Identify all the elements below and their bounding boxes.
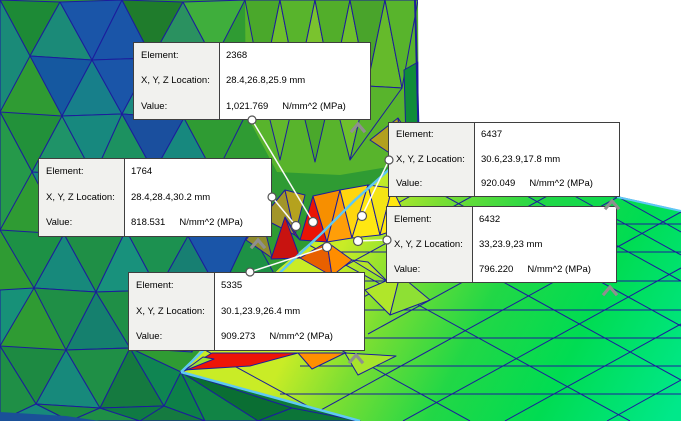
probe-annotation-6437[interactable]: Element: 6437 X, Y, Z Location: 30.6,23.… (388, 122, 620, 197)
stress-value: 920.049 N/mm^2 (MPa) (475, 172, 619, 196)
probe-annotation-6432[interactable]: Element: 6432 X, Y, Z Location: 33,23.9,… (386, 206, 617, 283)
location-value: 28.4,26.8,25.9 mm (226, 75, 306, 87)
element-label: Element: (129, 273, 215, 299)
stress-number: 796.220 (479, 263, 514, 275)
stress-number: 818.531 (131, 217, 166, 229)
location-value: 28.4,28.4,30.2 mm (131, 191, 211, 203)
stress-unit: N/mm^2 (MPa) (529, 178, 593, 190)
stress-unit: N/mm^2 (MPa) (282, 100, 346, 112)
element-value: 5335 (221, 280, 243, 292)
element-value: 6432 (479, 213, 501, 225)
element-label: Element: (134, 43, 220, 69)
location-label: X, Y, Z Location: (134, 68, 220, 94)
location-value: 30.1,23.9,26.4 mm (221, 305, 301, 317)
stress-unit: N/mm^2 (MPa) (269, 331, 333, 343)
stress-number: 909.273 (221, 331, 256, 343)
value-label: Value: (129, 324, 215, 350)
stress-value: 909.273 N/mm^2 (MPa) (215, 324, 364, 350)
element-value: 6437 (481, 129, 503, 141)
location-label: X, Y, Z Location: (39, 184, 125, 211)
location-label: X, Y, Z Location: (129, 298, 215, 325)
element-value: 2368 (226, 49, 248, 61)
element-value: 1764 (131, 166, 153, 178)
element-label: Element: (389, 123, 475, 148)
stress-value: 818.531 N/mm^2 (MPa) (125, 210, 271, 236)
stress-value: 796.220 N/mm^2 (MPa) (473, 257, 616, 282)
location-value: 30.6,23.9,17.8 mm (481, 153, 561, 165)
value-label: Value: (134, 93, 220, 119)
location-label: X, Y, Z Location: (389, 147, 475, 172)
probe-annotation-5335[interactable]: Element: 5335 X, Y, Z Location: 30.1,23.… (128, 272, 365, 351)
stress-number: 1,021.769 (226, 100, 269, 112)
element-label: Element: (387, 207, 473, 232)
stress-number: 920.049 (481, 178, 516, 190)
location-label: X, Y, Z Location: (387, 232, 473, 257)
probe-annotation-1764[interactable]: Element: 1764 X, Y, Z Location: 28.4,28.… (38, 158, 272, 237)
value-label: Value: (387, 257, 473, 282)
stress-value: 1,021.769 N/mm^2 (MPa) (220, 94, 370, 119)
location-value: 33,23.9,23 mm (479, 238, 543, 250)
stress-hotspot-lower (183, 352, 397, 376)
value-label: Value: (39, 210, 125, 236)
stress-unit: N/mm^2 (MPa) (527, 263, 591, 275)
value-label: Value: (389, 171, 475, 196)
stress-unit: N/mm^2 (MPa) (179, 217, 243, 229)
element-label: Element: (39, 159, 125, 185)
probe-annotation-2368[interactable]: Element: 2368 X, Y, Z Location: 28.4,26.… (133, 42, 371, 120)
